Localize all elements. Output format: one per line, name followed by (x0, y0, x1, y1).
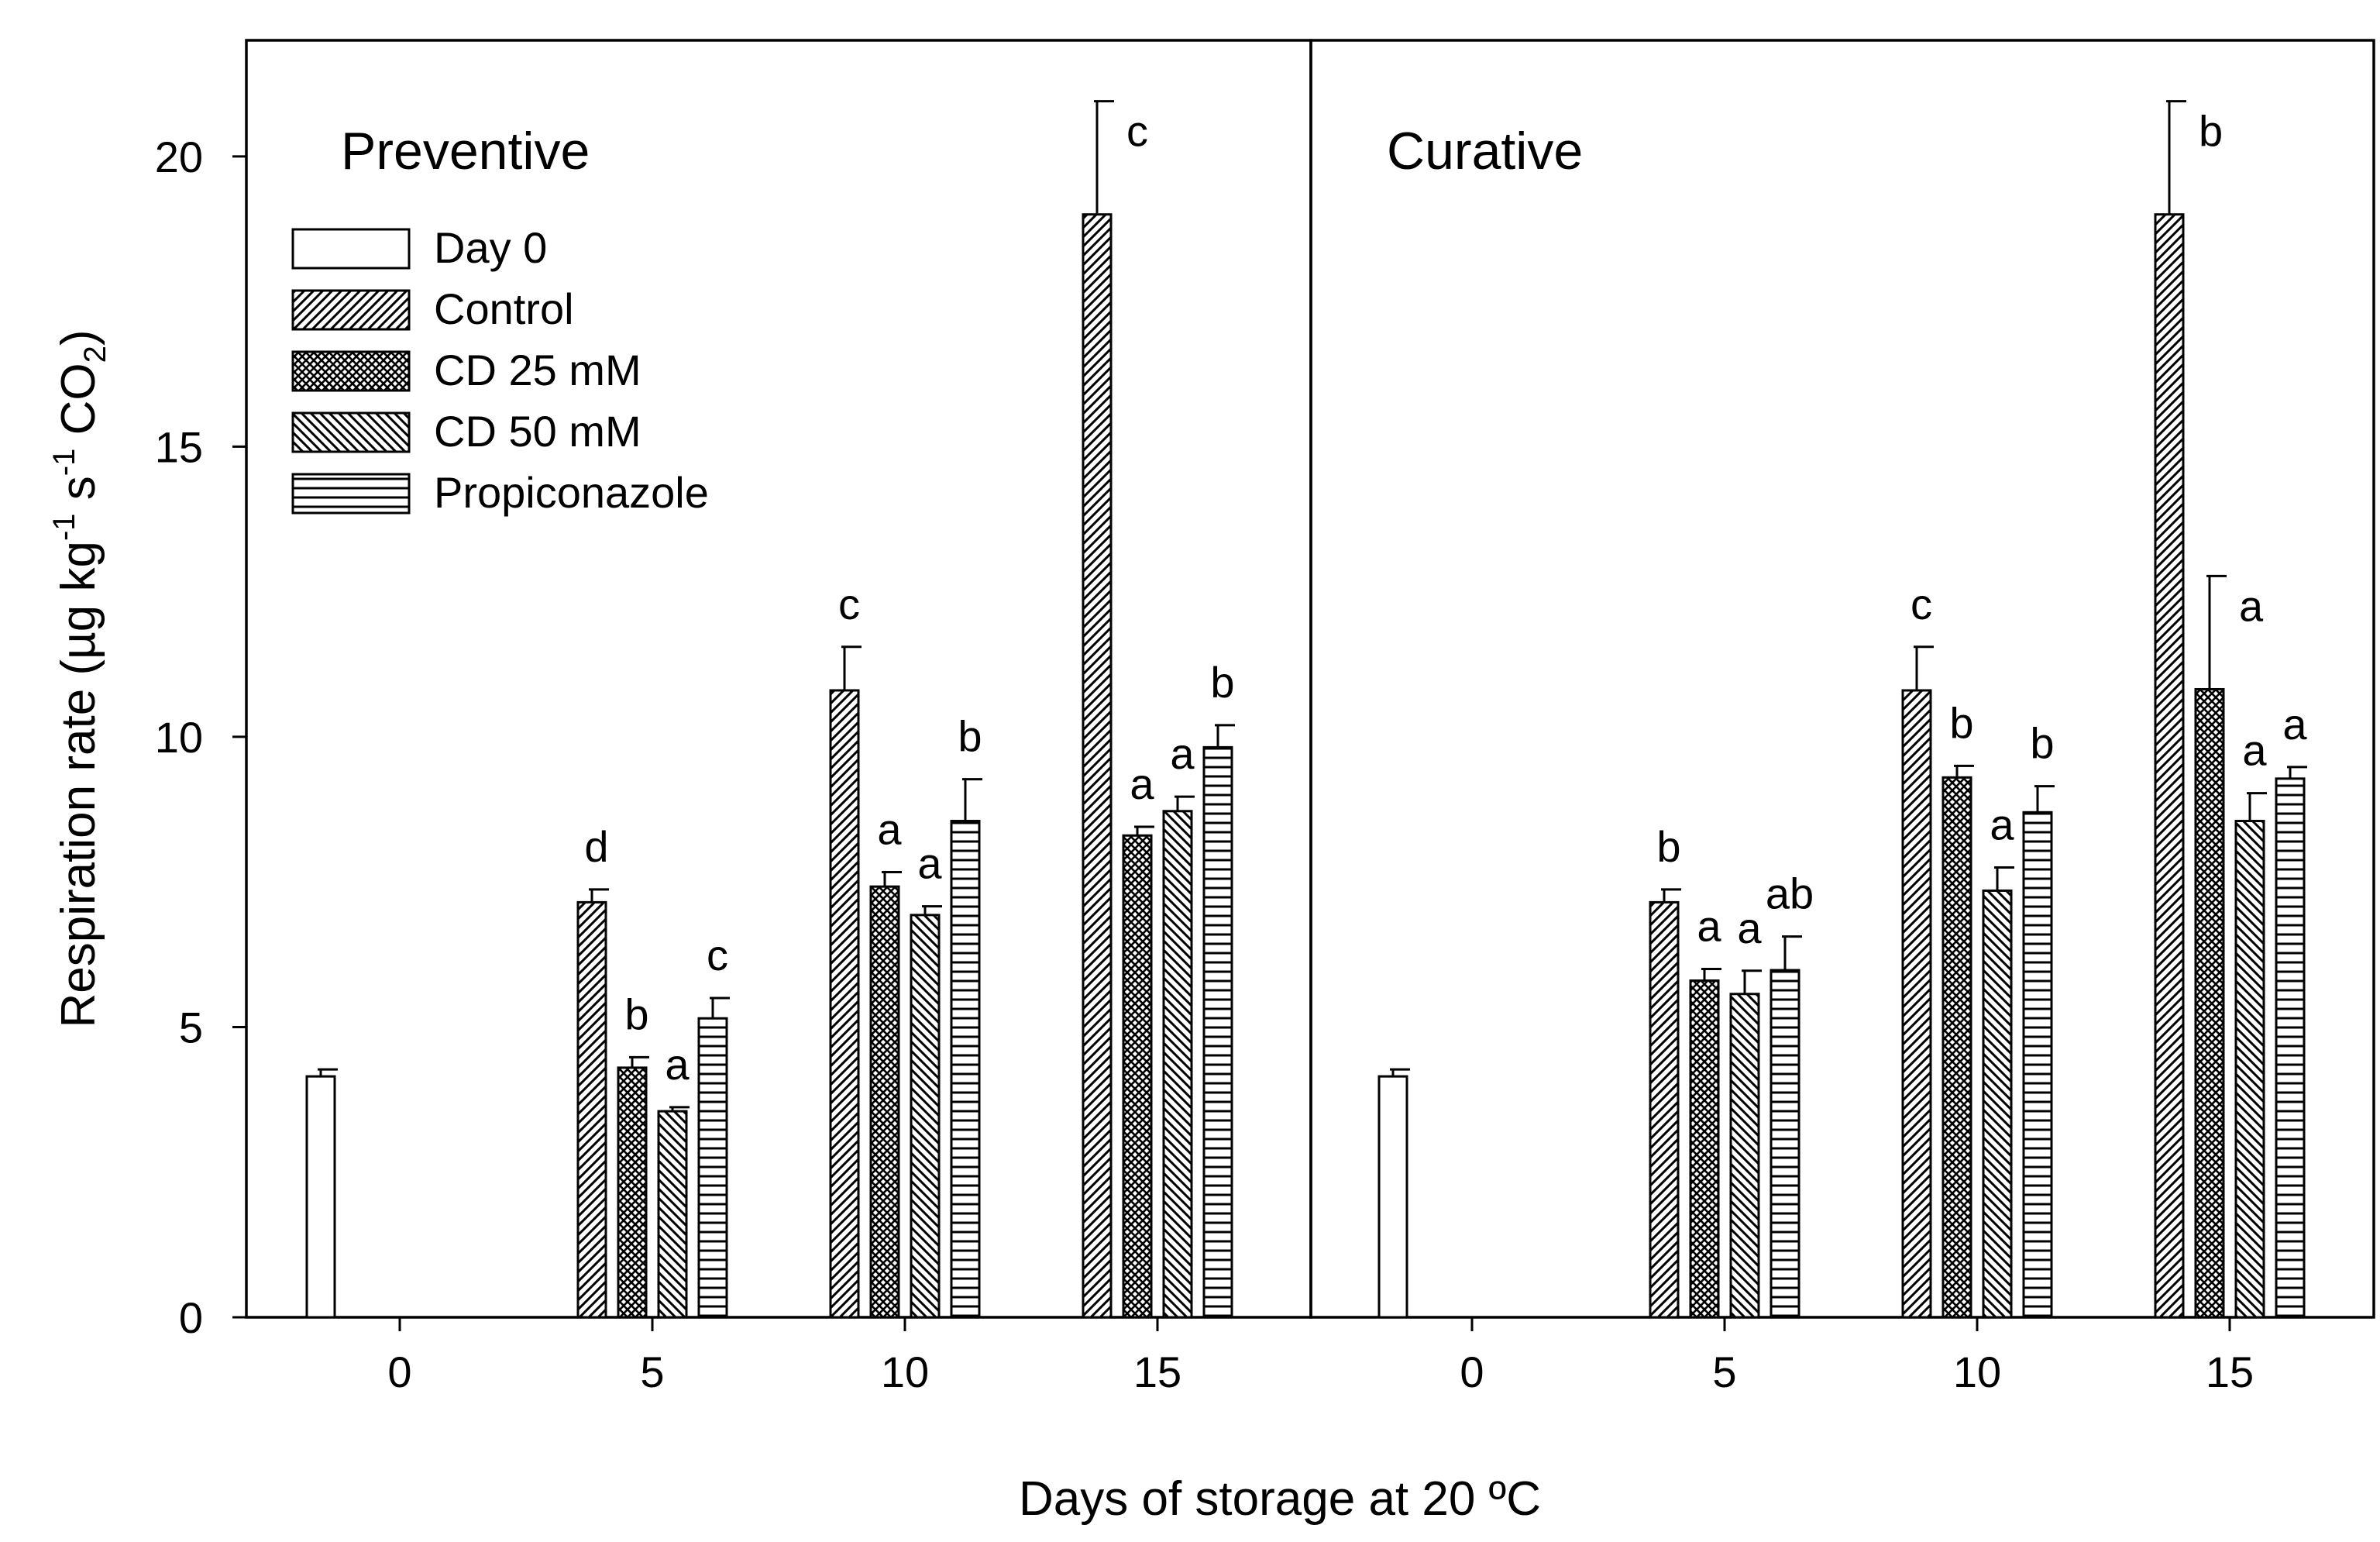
bar-preventive-day10-control (829, 689, 860, 1319)
legend: Day 0 Control CD 25 mM CD 50 mM Propiconazol… (291, 223, 709, 517)
panel-frame (1309, 39, 2375, 1319)
bar-curative-day5-control (1649, 900, 1680, 1319)
bar-preventive-day5-propiconazole (697, 1017, 728, 1319)
significance-label: b (958, 712, 982, 761)
bar-curative-day15-propiconazole (2275, 777, 2306, 1319)
significance-label: a (1697, 902, 1721, 951)
significance-label: b (2030, 719, 2054, 768)
bar-curative-day10-cd-25-mm (1941, 776, 1972, 1319)
significance-label: a (2282, 700, 2307, 749)
x-tick-label: 10 (881, 1348, 929, 1396)
legend-swatch (291, 411, 411, 453)
legend-item-cd-25-mm: CD 25 mM (291, 346, 641, 394)
significance-label: d (584, 822, 608, 871)
bar-curative-day10-control (1901, 689, 1932, 1319)
significance-label: c (1911, 580, 1932, 628)
significance-label: c (1126, 107, 1148, 156)
x-tick-label: 0 (1460, 1348, 1484, 1396)
x-tick-label: 10 (1953, 1348, 2001, 1396)
significance-label: b (2199, 107, 2223, 156)
significance-label: b (624, 990, 648, 1038)
y-tick-label: 15 (155, 422, 203, 471)
bar-curative-day0-day-0 (1377, 1075, 1408, 1319)
significance-label: b (1210, 658, 1234, 707)
legend-swatch (291, 350, 411, 392)
bar-preventive-day15-cd-25-mm (1122, 834, 1153, 1319)
significance-label: c (707, 931, 728, 979)
significance-label: a (1990, 800, 2014, 848)
significance-label: ab (1766, 869, 1814, 918)
significance-label: a (2242, 726, 2267, 775)
legend-item-day-0: Day 0 (291, 223, 547, 272)
legend-swatch (291, 473, 411, 515)
x-axis-label: Days of storage at 20 ºC (1019, 1472, 1541, 1526)
bar-preventive-day5-cd-25-mm (617, 1066, 648, 1319)
bar-curative-day15-cd-50-mm (2234, 820, 2265, 1319)
y-tick-label: 5 (179, 1003, 203, 1052)
legend-item-propiconazole: Propiconazole (291, 468, 709, 517)
bar-preventive-day15-control (1082, 213, 1113, 1319)
bar-curative-day10-propiconazole (2022, 811, 2053, 1319)
y-tick-label: 10 (155, 713, 203, 762)
bar-preventive-day5-cd-50-mm (657, 1110, 688, 1319)
bar-curative-day5-cd-50-mm (1729, 993, 1760, 1319)
bar-curative-day5-cd-25-mm (1689, 979, 1720, 1319)
legend-label: CD 50 mM (434, 407, 641, 456)
legend-item-cd-50-mm: CD 50 mM (291, 407, 641, 456)
bar-preventive-day5-control (576, 900, 607, 1319)
x-tick-label: 5 (1712, 1348, 1736, 1396)
legend-label: Control (434, 284, 574, 333)
bar-curative-day5-propiconazole (1770, 969, 1800, 1319)
significance-label: a (917, 839, 942, 888)
bar-curative-day15-cd-25-mm (2194, 687, 2225, 1319)
significance-label: c (838, 580, 860, 628)
significance-label: a (877, 804, 902, 853)
x-tick-label: 15 (1133, 1348, 1181, 1396)
legend-swatch (291, 289, 411, 331)
y-tick-label: 0 (179, 1293, 203, 1342)
significance-label: a (665, 1040, 690, 1089)
panel-title: Curative (1387, 122, 1583, 181)
significance-label: a (2239, 581, 2264, 630)
legend-label: CD 25 mM (434, 346, 641, 394)
y-axis: 0 5 10 15 20 (155, 133, 246, 1342)
x-tick-label: 0 (387, 1348, 411, 1396)
significance-label: a (1170, 729, 1195, 778)
bar-preventive-day0-day-0 (305, 1075, 336, 1319)
significance-label: a (1130, 759, 1154, 808)
legend-swatch (291, 228, 411, 270)
panel-title: Preventive (341, 122, 590, 181)
significance-label: a (1737, 904, 1762, 952)
y-tick-label: 20 (155, 133, 203, 181)
bar-preventive-day10-cd-25-mm (869, 885, 900, 1319)
bar-curative-day10-cd-50-mm (1982, 889, 2013, 1319)
x-tick-label: 15 (2206, 1348, 2254, 1396)
significance-label: b (1949, 698, 1973, 747)
y-axis-label: Respiration rate (µg kg-1 s-1 CO2) (47, 330, 112, 1028)
x-tick-label: 5 (640, 1348, 664, 1396)
significance-label: b (1656, 822, 1680, 871)
legend-label: Day 0 (434, 223, 547, 272)
bar-preventive-day10-propiconazole (950, 820, 981, 1319)
bar-preventive-day10-cd-50-mm (910, 914, 941, 1319)
bar-preventive-day15-cd-50-mm (1162, 810, 1193, 1319)
bar-curative-day15-control (2154, 213, 2185, 1319)
legend-label: Propiconazole (434, 468, 709, 517)
legend-item-control: Control (291, 284, 574, 333)
bar-preventive-day15-propiconazole (1202, 745, 1233, 1319)
